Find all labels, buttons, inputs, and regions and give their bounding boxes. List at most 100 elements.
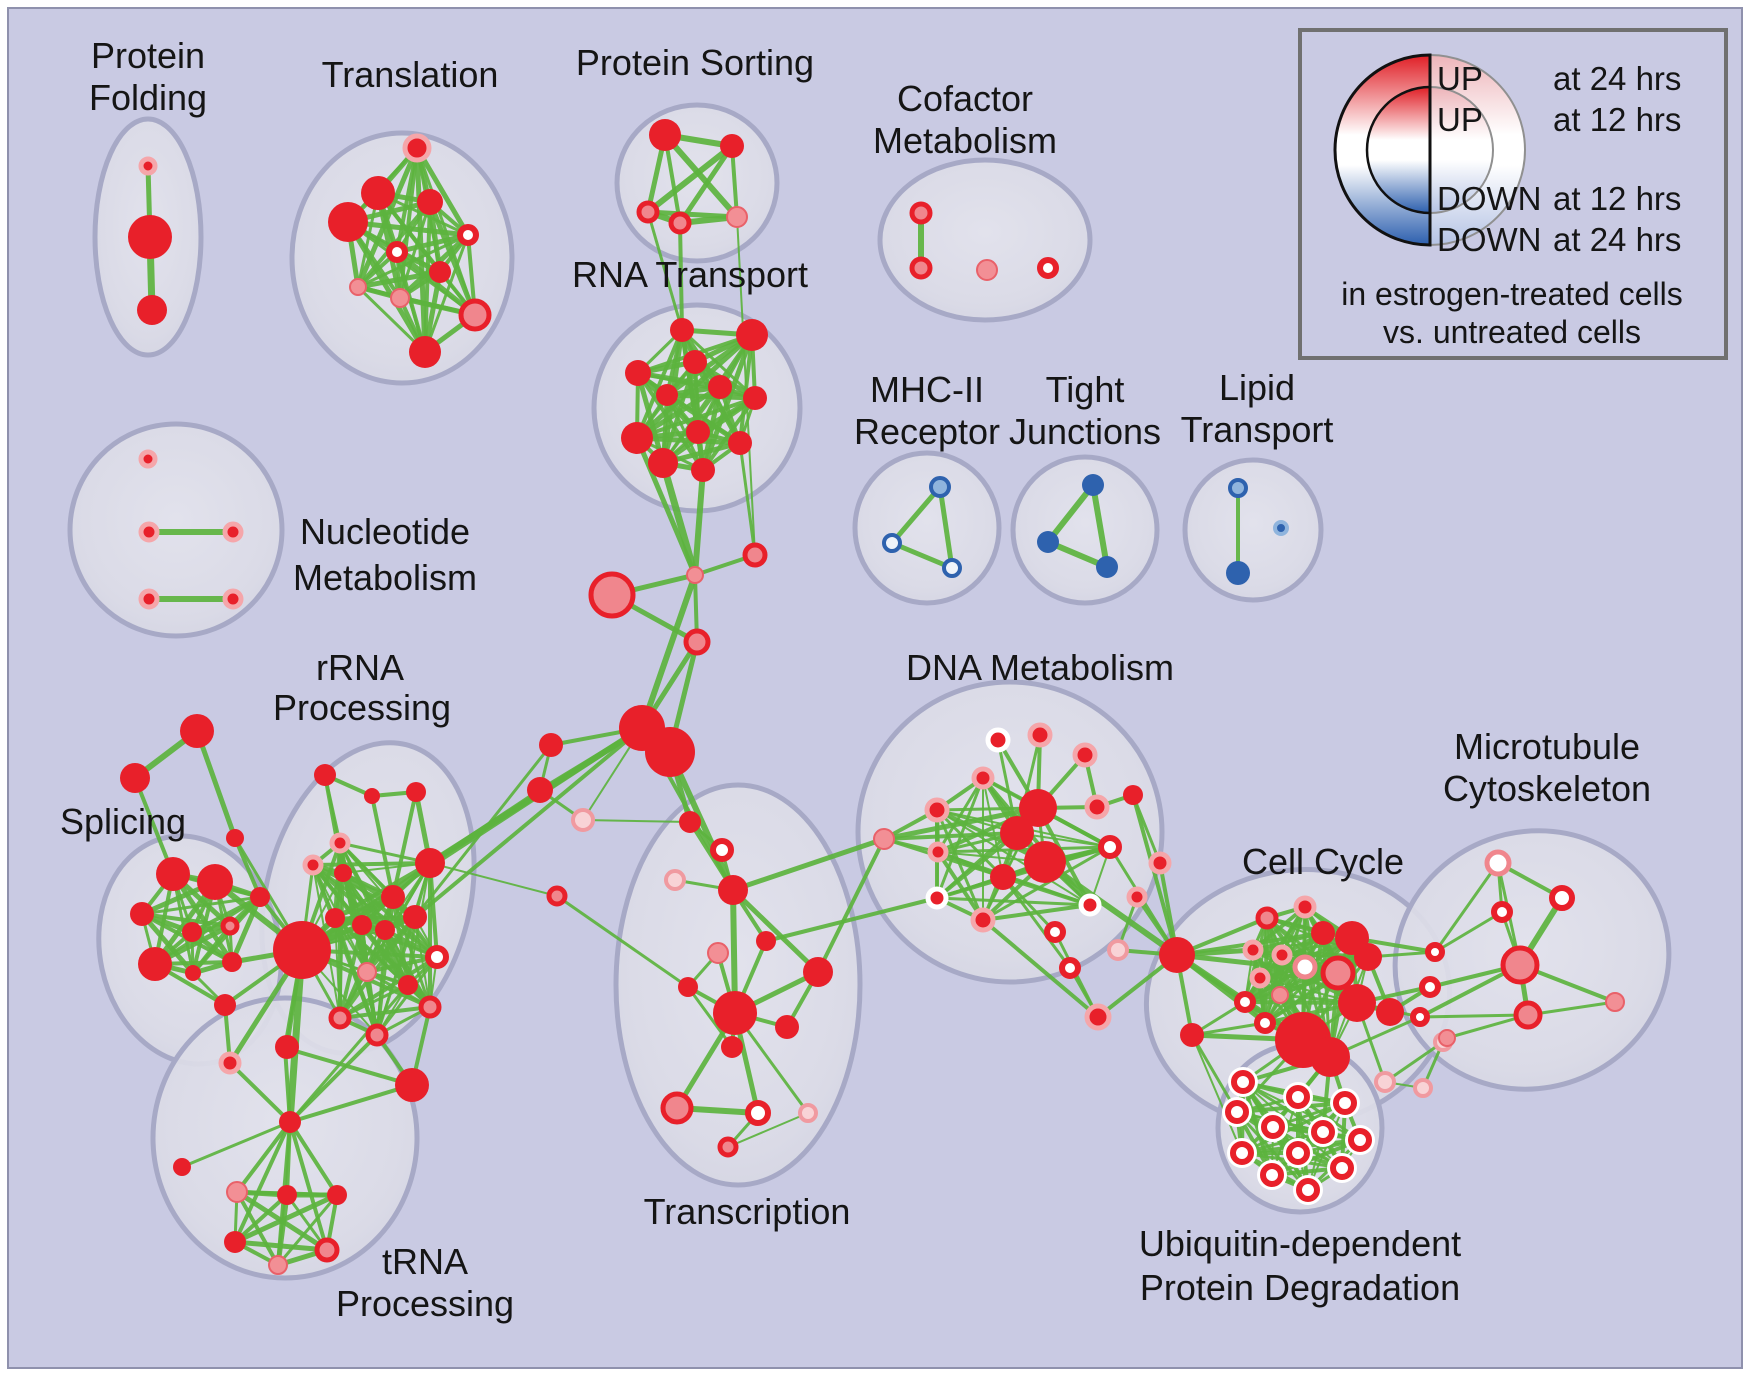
node-mt5 xyxy=(1513,1000,1543,1030)
network-edge xyxy=(338,871,345,1020)
network-edge xyxy=(338,955,439,1020)
network-edge xyxy=(738,441,757,557)
node-sp3 xyxy=(226,829,244,847)
node-cc9 xyxy=(1320,955,1356,991)
node-dn19 xyxy=(1078,893,1102,917)
node-tx1 xyxy=(679,811,701,833)
node-dn21 xyxy=(1107,939,1129,961)
node-th6 xyxy=(268,1255,288,1275)
network-edge xyxy=(1131,793,1179,957)
node-mh2 xyxy=(882,533,902,553)
network-edge xyxy=(1090,482,1110,570)
node-nm2 xyxy=(138,521,160,543)
node-sc6 xyxy=(138,947,172,981)
node-tx4 xyxy=(664,869,686,891)
node-dn18 xyxy=(1126,886,1148,908)
node-trR xyxy=(395,1068,429,1102)
node-cc13 xyxy=(1338,984,1376,1022)
node-sp2 xyxy=(120,763,150,793)
node-dn2 xyxy=(1027,722,1053,748)
node-tx2 xyxy=(710,838,734,862)
network-edge xyxy=(764,896,939,943)
network-edge xyxy=(232,1192,340,1245)
node-mo2 xyxy=(1419,976,1441,998)
network-edge xyxy=(936,850,985,922)
node-tr_hub xyxy=(279,1111,301,1133)
network-edge xyxy=(1001,875,1092,907)
node-rr7 xyxy=(403,905,427,929)
node-tr1 xyxy=(218,1051,242,1075)
network-edge xyxy=(582,819,691,823)
network-edge xyxy=(730,887,821,975)
network-edge xyxy=(936,845,1112,854)
network-edge xyxy=(394,232,471,255)
node-cc0b xyxy=(1180,1023,1204,1047)
network-edge xyxy=(937,484,955,571)
node-cf1 xyxy=(909,201,933,225)
node-dn14 xyxy=(970,907,996,933)
cluster-label-microtubule_cytoskeleton-line2: Cytoskeleton xyxy=(1443,768,1651,809)
node-dn1 xyxy=(985,727,1011,753)
node-txHub xyxy=(713,991,757,1035)
node-sc1 xyxy=(156,857,190,891)
node-rr4 xyxy=(352,915,372,935)
node-hubL xyxy=(588,571,636,619)
node-pf1 xyxy=(138,156,158,176)
cluster-label-mhc_ii_receptor-line1: MHC-II xyxy=(870,369,984,410)
node-dn11 xyxy=(1084,794,1110,820)
node-rt1 xyxy=(670,318,694,342)
cluster-label-protein_folding-line1: Protein xyxy=(91,35,205,76)
node-th2 xyxy=(277,1185,297,1205)
node-ru3 xyxy=(406,782,426,802)
network-edge xyxy=(283,1046,292,1124)
node-cf2 xyxy=(909,256,933,280)
node-pf2 xyxy=(128,215,172,259)
node-tx16 xyxy=(717,1136,739,1158)
network-edge xyxy=(339,896,394,1019)
network-edge xyxy=(288,1033,379,1124)
network-edge xyxy=(170,871,235,965)
cluster-label-protein_sorting: Protein Sorting xyxy=(576,42,814,83)
node-sc3 xyxy=(130,902,154,926)
node-t10 xyxy=(458,298,492,332)
node-t8 xyxy=(349,278,367,296)
network-edge xyxy=(414,145,471,238)
node-rt12 xyxy=(691,458,715,482)
legend-row-down12-label: DOWN xyxy=(1437,180,1541,217)
node-rt9 xyxy=(621,422,653,454)
cluster-label-rrna_processing-line2: Processing xyxy=(273,687,451,728)
node-t6 xyxy=(386,241,408,263)
network-edge xyxy=(664,392,758,401)
network-edge xyxy=(555,894,690,989)
node-rr8 xyxy=(381,885,405,909)
legend-row-down24-label: DOWN xyxy=(1437,221,1541,258)
node-mh1 xyxy=(929,476,951,498)
legend-ring-inner-saturated-half xyxy=(1365,85,1432,215)
network-edge xyxy=(662,132,740,220)
cluster-ellipse-lipid_transport xyxy=(1182,457,1324,603)
node-rrHub xyxy=(273,921,331,979)
cluster-label-lipid_transport-line2: Transport xyxy=(1181,409,1334,450)
network-edge xyxy=(311,861,432,867)
network-edge xyxy=(738,333,754,445)
node-ps1 xyxy=(649,119,681,151)
network-edge xyxy=(429,862,558,897)
node-rr1 xyxy=(329,832,351,854)
network-edge xyxy=(1251,931,1325,952)
cluster-label-ubiquitin_degradation-line1: Ubiquitin-dependent xyxy=(1139,1223,1461,1264)
legend-row-down24-time: at 24 hrs xyxy=(1553,221,1681,258)
network-edge xyxy=(235,1120,292,1194)
node-rr10 xyxy=(425,945,449,969)
node-sc4 xyxy=(182,922,202,942)
node-dn22 xyxy=(1059,957,1081,979)
node-mt4 xyxy=(1605,992,1625,1012)
network-edge xyxy=(153,895,262,966)
node-mo1 xyxy=(1425,942,1445,962)
cluster-label-ubiquitin_degradation-line2: Protein Degradation xyxy=(1140,1267,1460,1308)
network-edge xyxy=(727,1112,809,1148)
node-tx13 xyxy=(660,1091,694,1125)
node-tr2 xyxy=(276,1039,294,1057)
legend-row-down12-time: at 12 hrs xyxy=(1553,180,1681,217)
node-tj3 xyxy=(1096,556,1118,578)
node-tx7 xyxy=(707,942,729,964)
